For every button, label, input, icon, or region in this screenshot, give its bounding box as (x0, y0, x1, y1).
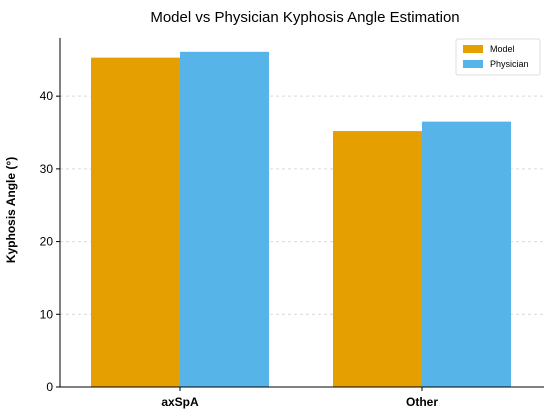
x-tick-label: Other (406, 395, 438, 409)
legend-label-model: Model (490, 44, 515, 54)
y-axis-label: Kyphosis Angle (°) (4, 157, 18, 263)
x-ticks: axSpA Other (161, 387, 438, 409)
y-tick-label: 0 (46, 380, 53, 394)
legend-swatch-model (463, 45, 483, 53)
y-tick-label: 20 (40, 235, 54, 249)
legend: Model Physician (455, 38, 541, 76)
y-tick-label: 10 (40, 307, 54, 321)
y-tick-label: 30 (40, 162, 54, 176)
bar-physician-axspa (180, 51, 269, 388)
bars (91, 51, 511, 388)
legend-swatch-physician (463, 60, 483, 68)
bar-model-other (333, 131, 422, 387)
legend-label-physician: Physician (490, 59, 529, 69)
bar-model-axspa (91, 57, 180, 387)
bar-physician-other (422, 121, 511, 387)
chart-title: Model vs Physician Kyphosis Angle Estima… (150, 9, 459, 26)
y-ticks: 0 10 20 30 40 (40, 89, 60, 394)
y-tick-label: 40 (40, 89, 54, 103)
x-tick-label: axSpA (161, 395, 199, 409)
